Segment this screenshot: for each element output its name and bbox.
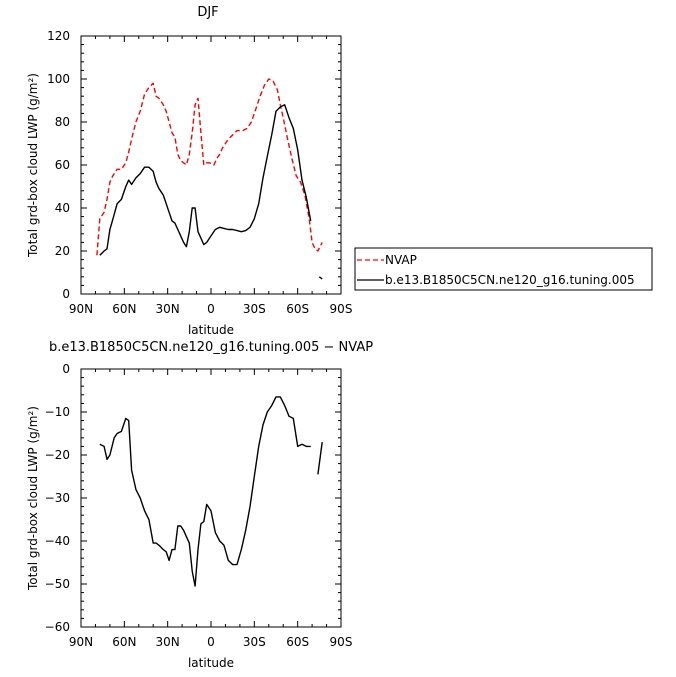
legend-box [354, 247, 653, 291]
y-tick-label: −10 [45, 405, 70, 419]
bottom-plot-frame [80, 368, 342, 628]
x-tick-label: 0 [207, 302, 215, 316]
top-y-axis-label: Total grd-box cloud LWP (g/m²) [26, 73, 40, 258]
top-plot-frame [80, 35, 342, 295]
y-tick-label: −30 [45, 491, 70, 505]
y-tick-label: 40 [55, 201, 70, 215]
top-series-lines [96, 78, 323, 280]
x-tick-label: 60S [286, 635, 309, 649]
x-tick-label: 0 [207, 635, 215, 649]
legend-nvap-label: NVAP [385, 253, 417, 267]
x-tick-label: 60N [112, 635, 136, 649]
x-tick-label: 30S [243, 635, 266, 649]
x-tick-label: 90S [330, 302, 353, 316]
top-x-axis-label: latitude [188, 323, 234, 337]
y-tick-label: −20 [45, 448, 70, 462]
bottom-series-lines [99, 396, 323, 587]
bottom-y-axis: 0 −10 −20 −30 −40 −50 −60 [45, 362, 341, 634]
top-y-axis: 0 20 40 60 80 100 120 [47, 29, 341, 301]
y-tick-label: 0 [62, 362, 70, 376]
y-tick-label: 20 [55, 244, 70, 258]
top-x-axis: 90N 60N 30N 0 30S 60S 90S [69, 36, 353, 316]
y-tick-label: 60 [55, 158, 70, 172]
y-tick-label: 80 [55, 115, 70, 129]
x-tick-label: 30N [156, 635, 180, 649]
top-panel: DJF 90N 60N 30N 0 30S 60S 90S 020406080100120 … [26, 5, 352, 337]
y-tick-label: 120 [47, 29, 70, 43]
difference-line [99, 396, 311, 587]
x-tick-label: 30N [156, 302, 180, 316]
x-tick-label: 90S [330, 635, 353, 649]
y-tick-label: 100 [47, 72, 70, 86]
bottom-x-axis: 90N 60N 30N 0 30S 60S 90S [69, 369, 353, 649]
x-tick-label: 60N [112, 302, 136, 316]
top-panel-title: DJF [197, 5, 218, 20]
x-tick-label: 90N [69, 635, 93, 649]
bottom-x-axis-label: latitude [188, 656, 234, 670]
model-line [318, 276, 323, 280]
legend: NVAP b.e13.B1850C5CN.ne120_g16.tuning.00… [354, 247, 653, 291]
x-tick-label: 30S [243, 302, 266, 316]
y-tick-label: −60 [45, 620, 70, 634]
model-line [99, 104, 312, 256]
legend-model-label: b.e13.B1850C5CN.ne120_g16.tuning.005 [385, 273, 635, 287]
x-tick-label: 90N [69, 302, 93, 316]
y-tick-label: −40 [45, 534, 70, 548]
y-tick-label: 0 [62, 287, 70, 301]
difference-line [317, 442, 323, 475]
bottom-panel-title: b.e13.B1850C5CN.ne120_g16.tuning.005 − N… [49, 340, 373, 355]
y-tick-label: −50 [45, 577, 70, 591]
bottom-panel: b.e13.B1850C5CN.ne120_g16.tuning.005 − N… [26, 340, 373, 670]
bottom-y-axis-label: Total grd-box cloud LWP (g/m²) [26, 406, 40, 591]
x-tick-label: 60S [286, 302, 309, 316]
nvap-line [96, 78, 323, 256]
